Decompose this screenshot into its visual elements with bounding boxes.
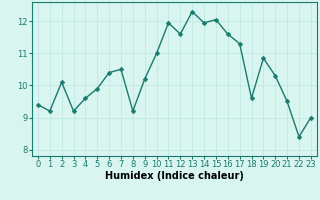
X-axis label: Humidex (Indice chaleur): Humidex (Indice chaleur) (105, 171, 244, 181)
